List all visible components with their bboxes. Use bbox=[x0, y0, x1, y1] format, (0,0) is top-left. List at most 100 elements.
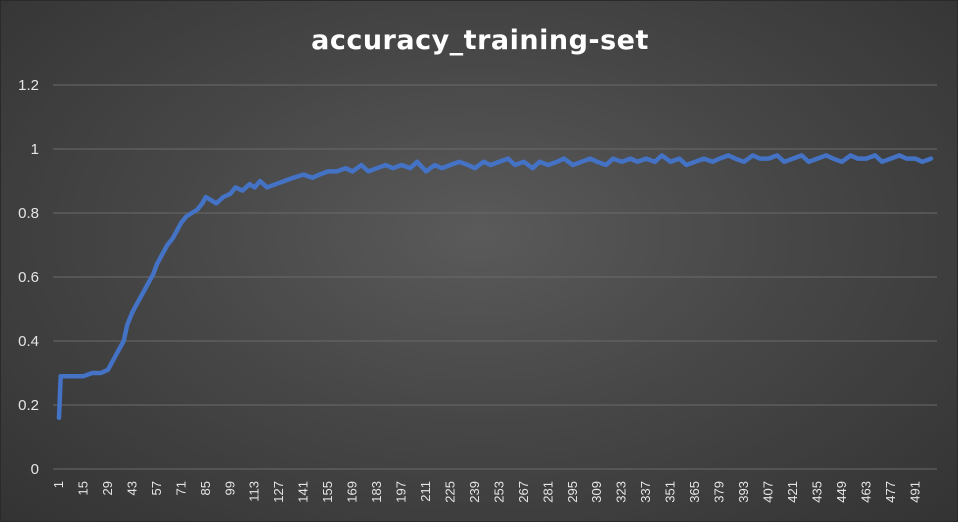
x-tick-label: 393 bbox=[736, 481, 751, 503]
data-point bbox=[344, 166, 348, 170]
data-point bbox=[766, 157, 770, 161]
data-point bbox=[635, 160, 639, 164]
data-point bbox=[711, 160, 715, 164]
data-point bbox=[282, 179, 286, 183]
x-tick-label: 113 bbox=[247, 481, 262, 502]
chart-title: accuracy_training-set bbox=[311, 25, 649, 56]
y-tick-label: 0.6 bbox=[18, 269, 39, 286]
data-point bbox=[174, 230, 178, 234]
data-point bbox=[684, 163, 688, 167]
data-point bbox=[920, 160, 924, 164]
data-point bbox=[702, 157, 706, 161]
data-point bbox=[195, 208, 199, 212]
data-point bbox=[889, 157, 893, 161]
data-point bbox=[116, 349, 120, 353]
x-tick-label: 85 bbox=[198, 481, 213, 495]
data-point bbox=[929, 157, 933, 161]
x-tick-label: 449 bbox=[834, 481, 849, 503]
data-point bbox=[824, 153, 828, 157]
series-line bbox=[56, 153, 934, 421]
data-point bbox=[873, 153, 877, 157]
data-point bbox=[247, 182, 251, 186]
x-tick-label: 127 bbox=[271, 481, 286, 503]
data-point bbox=[274, 182, 278, 186]
x-tick-label: 1 bbox=[51, 481, 66, 488]
data-point bbox=[611, 157, 615, 161]
x-tick-label: 435 bbox=[809, 481, 824, 503]
data-point bbox=[408, 166, 412, 170]
data-point bbox=[840, 160, 844, 164]
data-point bbox=[571, 163, 575, 167]
x-tick-label: 267 bbox=[516, 481, 531, 503]
data-point bbox=[228, 192, 232, 196]
data-point bbox=[660, 153, 664, 157]
data-point bbox=[253, 185, 257, 189]
data-point bbox=[856, 157, 860, 161]
data-point bbox=[265, 185, 269, 189]
y-tick-label: 0.2 bbox=[18, 397, 39, 414]
data-point bbox=[588, 157, 592, 161]
data-point bbox=[880, 160, 884, 164]
data-point bbox=[555, 160, 559, 164]
data-point bbox=[473, 166, 477, 170]
data-point bbox=[742, 160, 746, 164]
data-point bbox=[513, 163, 517, 167]
data-point bbox=[57, 416, 61, 420]
data-point bbox=[359, 163, 363, 167]
data-point bbox=[782, 160, 786, 164]
y-tick-label: 1.2 bbox=[18, 77, 39, 94]
data-point bbox=[326, 169, 330, 173]
x-tick-label: 477 bbox=[883, 481, 898, 503]
data-point bbox=[258, 179, 262, 183]
x-tick-label: 57 bbox=[149, 481, 164, 495]
data-point bbox=[209, 198, 213, 202]
x-tick-label: 155 bbox=[320, 481, 335, 503]
y-tick-label: 0.4 bbox=[18, 333, 39, 350]
data-point bbox=[165, 243, 169, 247]
data-point bbox=[538, 160, 542, 164]
data-point bbox=[204, 195, 208, 199]
data-point bbox=[522, 160, 526, 164]
data-point bbox=[64, 374, 68, 378]
x-tick-label: 351 bbox=[663, 481, 678, 503]
x-tick-label: 281 bbox=[540, 481, 555, 503]
data-point bbox=[415, 160, 419, 164]
data-point bbox=[733, 157, 737, 161]
data-point bbox=[497, 160, 501, 164]
data-point bbox=[221, 195, 225, 199]
data-point bbox=[391, 166, 395, 170]
data-point bbox=[718, 157, 722, 161]
x-tick-label: 253 bbox=[491, 481, 506, 503]
x-tick-label: 43 bbox=[124, 481, 139, 495]
x-tick-label: 463 bbox=[858, 481, 873, 503]
data-point bbox=[400, 163, 404, 167]
data-point bbox=[457, 160, 461, 164]
data-point bbox=[151, 272, 155, 276]
data-point bbox=[136, 301, 140, 305]
data-point bbox=[506, 157, 510, 161]
data-point bbox=[335, 169, 339, 173]
x-tick-label: 295 bbox=[565, 481, 580, 503]
y-tick-label: 0.8 bbox=[18, 205, 39, 222]
data-point bbox=[595, 160, 599, 164]
data-point bbox=[122, 339, 126, 343]
data-point bbox=[190, 211, 194, 215]
data-point bbox=[489, 163, 493, 167]
data-point bbox=[448, 163, 452, 167]
data-point bbox=[669, 160, 673, 164]
data-point bbox=[125, 323, 129, 327]
data-point bbox=[171, 237, 175, 241]
data-point bbox=[73, 374, 77, 378]
x-tick-label: 29 bbox=[100, 481, 115, 495]
data-point bbox=[375, 166, 379, 170]
x-tick-label: 309 bbox=[589, 481, 604, 503]
data-point bbox=[366, 169, 370, 173]
data-point bbox=[604, 163, 608, 167]
y-tick-label: 0 bbox=[31, 461, 39, 478]
x-tick-label: 141 bbox=[296, 481, 311, 503]
data-point bbox=[620, 160, 624, 164]
x-tick-label: 15 bbox=[75, 481, 90, 495]
data-point bbox=[791, 157, 795, 161]
data-point bbox=[440, 166, 444, 170]
data-point bbox=[424, 169, 428, 173]
